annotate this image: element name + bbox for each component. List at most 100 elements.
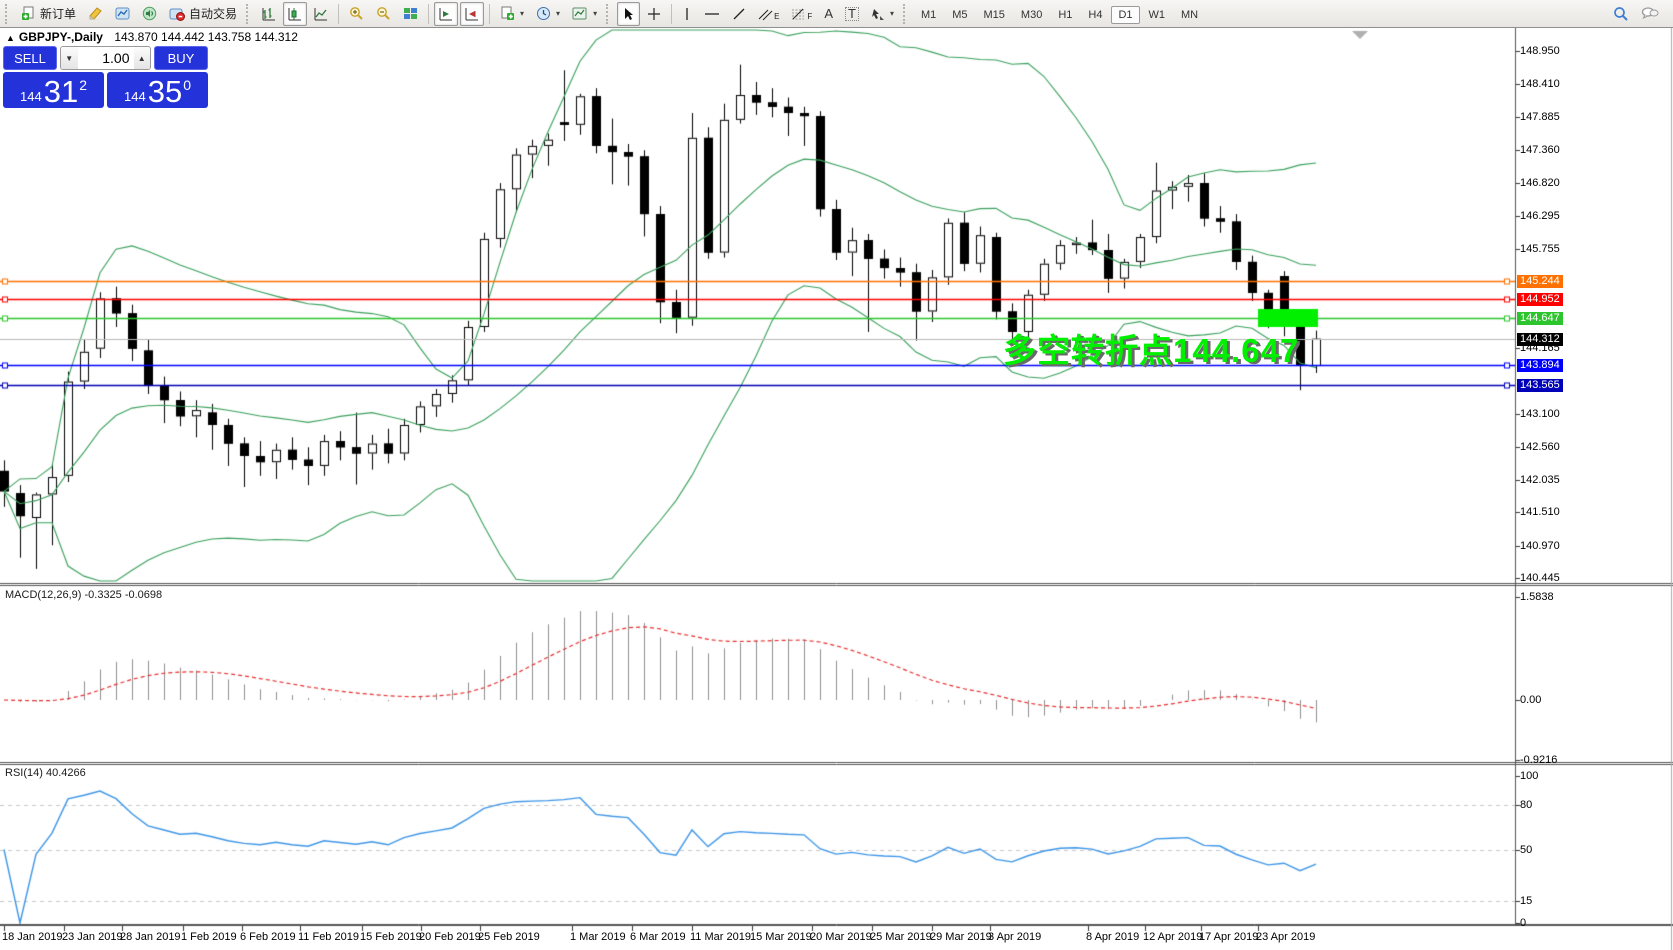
time-axis-label: 1 Feb 2019: [181, 931, 237, 943]
fibonacci-tool-button[interactable]: F: [786, 2, 817, 26]
axis-tick-label: 0.00: [1520, 694, 1542, 706]
trendline-icon: [733, 8, 745, 19]
horizontal-line-tool-button[interactable]: [699, 2, 725, 26]
templates-button[interactable]: ▾: [567, 2, 602, 26]
timeframe-button-H1[interactable]: H1: [1058, 8, 1073, 21]
time-axis-label: 11 Feb 2019: [298, 931, 359, 943]
indicators-button[interactable]: ▾: [495, 2, 529, 26]
time-axis-label: 6 Mar 2019: [630, 931, 686, 943]
toolbar-drag-handle[interactable]: [902, 3, 910, 24]
sell-button[interactable]: SELL: [3, 46, 57, 70]
rsi-indicator-label: RSI(14) 40.4266: [5, 767, 86, 779]
time-axis-label: 20 Mar 2019: [810, 931, 872, 943]
candlestick-chart-button[interactable]: [283, 1, 308, 26]
panel-collapse-arrow[interactable]: ▲: [6, 33, 15, 43]
toolbar-separator: [489, 3, 491, 24]
toolbar-drag-handle[interactable]: [246, 3, 253, 24]
horizontal-line-icon: [705, 12, 720, 15]
toolbar-drag-handle[interactable]: [606, 3, 613, 24]
chart-window-body: ▲ GBPJPY-,Daily 143.870 144.442 143.758 1…: [0, 28, 1673, 950]
candlestick-icon: [288, 7, 302, 20]
market-watch-button[interactable]: [110, 2, 135, 26]
tile-windows-button[interactable]: [398, 2, 423, 26]
time-axis-label: 18 Jan 2019: [2, 931, 63, 943]
toolbar-separator: [428, 3, 430, 24]
toolbar: 新订单 自动交易 ▾ ▾: [0, 0, 1673, 28]
macd-name: MACD(12,26,9): [5, 589, 82, 601]
auto-scroll-button[interactable]: [434, 1, 459, 26]
community-chat-button[interactable]: [1636, 2, 1664, 26]
time-axis-label: 3 Apr 2019: [988, 931, 1042, 943]
chevron-down-icon: ▾: [889, 9, 894, 18]
buy-button[interactable]: BUY: [154, 46, 208, 70]
time-axis-label: 23 Jan 2019: [62, 931, 123, 943]
sell-price-box[interactable]: 144 31 2: [3, 72, 104, 108]
timeframe-toolbar: M1 M5 M15 M30 H1 H4 D1 W1 MN: [913, 5, 1206, 24]
axis-tick-label: 143.100: [1520, 408, 1560, 420]
sell-price-prefix: 144: [20, 89, 42, 104]
autotrading-button[interactable]: 自动交易: [164, 2, 242, 26]
zoom-out-button[interactable]: [371, 2, 396, 26]
new-order-label: 新订单: [40, 7, 77, 21]
line-chart-button[interactable]: [309, 2, 333, 26]
chart-canvas[interactable]: [0, 28, 1673, 950]
chart-title: ▲ GBPJPY-,Daily 143.870 144.442 143.758 1…: [6, 30, 298, 44]
bar-chart-icon: [262, 7, 276, 20]
time-axis-label: 20 Feb 2019: [419, 931, 481, 943]
time-axis-label: 25 Feb 2019: [478, 931, 540, 943]
cursor-tool-button[interactable]: [617, 1, 641, 26]
ohlc-high: 144.442: [161, 30, 205, 44]
toolbar-separator: [671, 3, 673, 24]
timeframe-button-M15[interactable]: M15: [983, 8, 1005, 21]
search-button[interactable]: [1608, 2, 1634, 26]
bar-chart-button[interactable]: [257, 2, 281, 26]
metaeditor-button[interactable]: [83, 2, 108, 26]
crosshair-icon: [648, 7, 661, 20]
timeframe-button-H4[interactable]: H4: [1088, 8, 1103, 21]
text-tool-button[interactable]: A: [819, 2, 838, 26]
sell-price-pip: 2: [79, 77, 87, 93]
timeframe-button-MN[interactable]: MN: [1181, 8, 1199, 21]
fibonacci-icon: [792, 8, 805, 19]
axis-tick-label: 147.360: [1520, 144, 1560, 156]
sound-button[interactable]: [137, 2, 162, 26]
buy-price-box[interactable]: 144 35 0: [107, 72, 208, 108]
timeframe-button-D1[interactable]: D1: [1111, 5, 1140, 24]
timeframe-button-M5[interactable]: M5: [952, 8, 968, 21]
text-label-tool-button[interactable]: T: [840, 2, 864, 26]
new-order-icon: [22, 6, 34, 20]
price-line-label: 144.312: [1517, 333, 1563, 346]
periods-button[interactable]: ▾: [531, 2, 565, 26]
timeframe-button-M30[interactable]: M30: [1020, 8, 1043, 21]
tile-windows-icon: [404, 8, 418, 19]
zoom-in-button[interactable]: [344, 2, 369, 26]
new-order-button[interactable]: 新订单: [16, 2, 81, 26]
axis-tick-label: 148.410: [1520, 78, 1560, 90]
autotrading-icon: [169, 8, 186, 21]
sound-icon: [142, 6, 157, 21]
chart-annotation-text[interactable]: 多空转折点144.647: [1003, 332, 1300, 369]
search-icon: [1614, 6, 1628, 21]
time-axis-label: 12 Apr 2019: [1143, 931, 1203, 943]
axis-tick-label: 15: [1520, 895, 1533, 907]
vertical-line-tool-button[interactable]: [677, 2, 697, 26]
arrows-tool-button[interactable]: ▾: [866, 2, 899, 26]
axis-tick-label: 142.035: [1520, 474, 1560, 486]
chart-shift-button[interactable]: [460, 1, 485, 26]
buy-price-prefix: 144: [124, 89, 146, 104]
template-icon: [572, 7, 587, 19]
price-line-label: 143.565: [1517, 379, 1563, 392]
line-chart-icon: [314, 7, 328, 20]
volume-input[interactable]: [77, 47, 134, 69]
volume-increase-button[interactable]: ▲: [133, 47, 150, 69]
macd-values: -0.3325 -0.0698: [84, 589, 163, 601]
channel-tool-letter: E: [774, 12, 780, 21]
timeframe-button-W1[interactable]: W1: [1148, 8, 1166, 21]
timeframe-button-M1[interactable]: M1: [920, 8, 937, 21]
crosshair-tool-button[interactable]: [642, 2, 666, 26]
trendline-tool-button[interactable]: [727, 2, 751, 26]
channel-tool-button[interactable]: E: [753, 2, 784, 26]
toolbar-drag-handle[interactable]: [5, 3, 12, 24]
zoom-out-icon: [377, 7, 390, 20]
volume-decrease-button[interactable]: ▼: [61, 47, 78, 69]
